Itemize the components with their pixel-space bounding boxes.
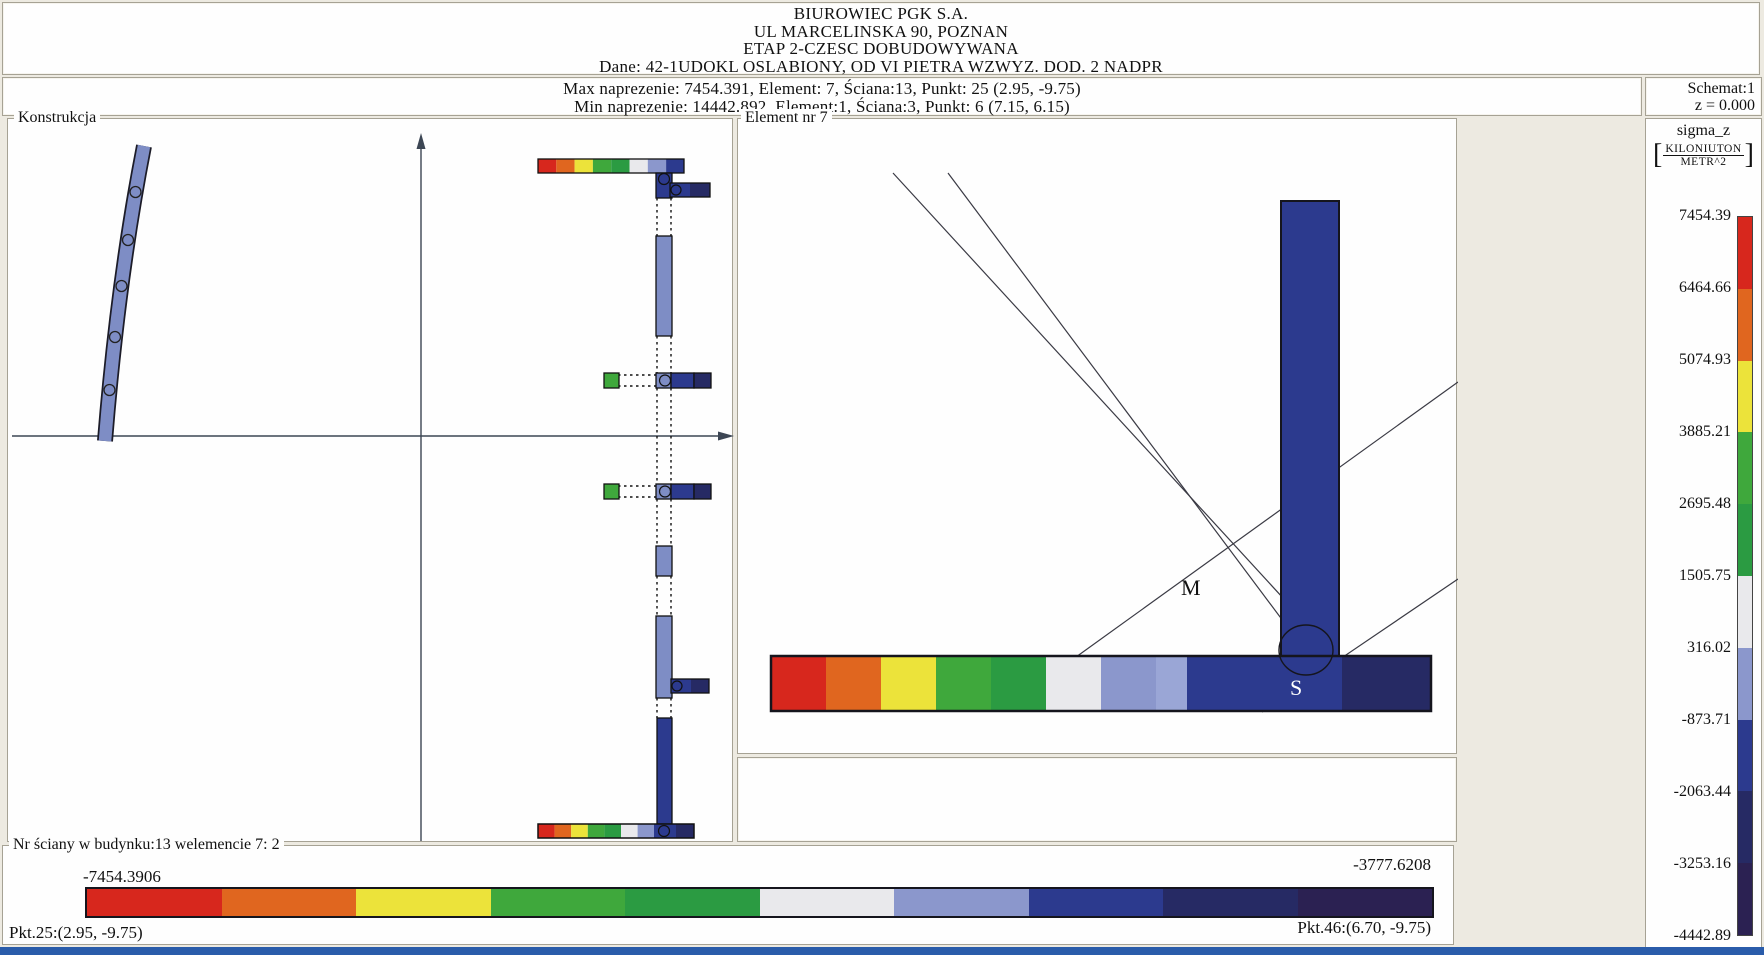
legend-left-point: Pkt.25:(2.95, -9.75): [9, 923, 143, 942]
scale-band: [1738, 575, 1752, 648]
max-stress-line: Max naprezenie: 7454.391, Element: 7, Śc…: [563, 79, 1081, 98]
scale-band: [1738, 432, 1752, 505]
web-segments: [655, 235, 673, 825]
scale-band: [1738, 791, 1752, 864]
scale-tick-label: 1505.75: [1679, 567, 1731, 584]
header-line-2: UL MARCELINSKA 90, POZNAN: [753, 21, 1009, 41]
legend-bar-segment: [221, 889, 356, 916]
konstrukcja-panel: Konstrukcja: [7, 109, 734, 843]
scale-tick-label: -2063.44: [1673, 783, 1731, 800]
element-detail-canvas[interactable]: M S: [738, 119, 1458, 755]
schemat-z-value: z = 0.000: [1694, 97, 1755, 114]
bottom-flange-stress-bar: [537, 823, 695, 839]
schemat-name: Schemat:1: [1687, 80, 1755, 97]
scale-tick-label: 316.02: [1687, 639, 1731, 656]
konstrukcja-panel-label: Konstrukcja: [14, 109, 101, 127]
min-stress-line: Min naprezenie: 14442.892, Element:1, Śc…: [574, 96, 1070, 116]
header-title-block: BIUROWIEC PGK S.A. UL MARCELINSKA 90, PO…: [2, 2, 1760, 75]
legend-bar-segment: [1297, 889, 1432, 916]
marker-s-label: S: [1290, 675, 1302, 700]
curved-wall: [98, 144, 151, 442]
marker-m-label: M: [1181, 575, 1201, 600]
horizontal-axis-arrow: [718, 431, 734, 441]
scale-tick-label: 2695.48: [1679, 495, 1731, 512]
construction-lines: [892, 172, 1458, 713]
legend-title: Nr ściany w budynku:13 welemencie 7: 2: [9, 836, 284, 854]
legend-bar-segment: [87, 889, 222, 916]
element-flange-stress-bar: [769, 654, 1433, 713]
scale-tick-label: 5074.93: [1679, 351, 1731, 368]
empty-panel: [737, 757, 1457, 842]
scale-tick-label: 3885.21: [1679, 423, 1731, 440]
legend-bar-segment: [894, 889, 1029, 916]
scale-band: [1738, 863, 1752, 935]
header-line-3: ETAP 2-CZESC DOBUDOWYWANA: [743, 39, 1019, 58]
legend-bar-segment: [356, 889, 491, 916]
legend-bar: [85, 887, 1434, 918]
vertical-axis-arrow: [416, 133, 426, 149]
scale-band: [1738, 217, 1752, 289]
legend-bar-segment: [1028, 889, 1163, 916]
unit-bracket-right: ]: [1744, 139, 1754, 170]
lower-right-flange-bar: [670, 678, 710, 694]
schemat-info-block: Schemat:1 z = 0.000: [1645, 77, 1762, 116]
bottom-window-strip: [0, 947, 1764, 955]
top-flange-stress-bar: [537, 158, 685, 174]
joint-ring: [657, 172, 671, 186]
element-panel-label: Element nr 7: [741, 109, 832, 127]
scale-bar: [1737, 216, 1753, 936]
unit-bracket-left: [: [1653, 139, 1663, 170]
junction-circle: [1278, 624, 1334, 676]
scale-unit: [ KILONIUTON METR^2 ]: [1646, 141, 1761, 169]
scale-band: [1738, 719, 1752, 792]
scale-tick-label: -4442.89: [1673, 927, 1731, 944]
scale-band: [1738, 647, 1752, 720]
scale-tick-label: -3253.16: [1673, 855, 1731, 872]
legend-bar-segment: [490, 889, 625, 916]
element-web-bar: [1280, 200, 1340, 658]
top-right-flange-bar: [669, 182, 711, 198]
curved-wall-joint-rings: [103, 185, 142, 397]
legend-bar-segment: [759, 889, 894, 916]
mid-row-upper: [603, 372, 712, 389]
legend-bar-segment: [625, 889, 760, 916]
unit-numerator: KILONIUTON: [1663, 142, 1744, 156]
scale-title: sigma_z: [1676, 122, 1731, 139]
sigma-scale-panel: sigma_z [ KILONIUTON METR^2 ] 7454.39 646…: [1645, 118, 1762, 951]
legend-bar-segment: [1163, 889, 1298, 916]
wall-section-legend-panel: Nr ściany w budynku:13 welemencie 7: 2 -…: [2, 836, 1454, 945]
header-line-1: BIUROWIEC PGK S.A.: [793, 4, 969, 23]
legend-right-point: Pkt.46:(6.70, -9.75): [1297, 918, 1431, 937]
scale-tick-label: 6464.66: [1679, 279, 1731, 296]
unit-denominator: METR^2: [1680, 155, 1727, 168]
konstrukcja-plan-canvas[interactable]: [8, 119, 734, 843]
legend-right-value: -3777.6208: [1353, 855, 1431, 874]
scale-tick-label: -873.71: [1681, 711, 1731, 728]
legend-left-value: -7454.3906: [83, 867, 161, 886]
scale-band: [1738, 360, 1752, 433]
scale-band: [1738, 288, 1752, 361]
element-panel: Element nr 7 M S: [737, 109, 1458, 755]
opening-dotted-lines: [618, 198, 672, 718]
scale-tick-label: 7454.39: [1679, 207, 1731, 224]
mid-row-lower: [603, 483, 712, 500]
scale-band: [1738, 504, 1752, 576]
header-line-4: Dane: 42-1UDOKL OSLABIONY, OD VI PIETRA …: [599, 56, 1163, 76]
scale-ticks: 7454.39 6464.66 5074.93 3885.21 2695.48 1505.…: [1646, 119, 1761, 950]
